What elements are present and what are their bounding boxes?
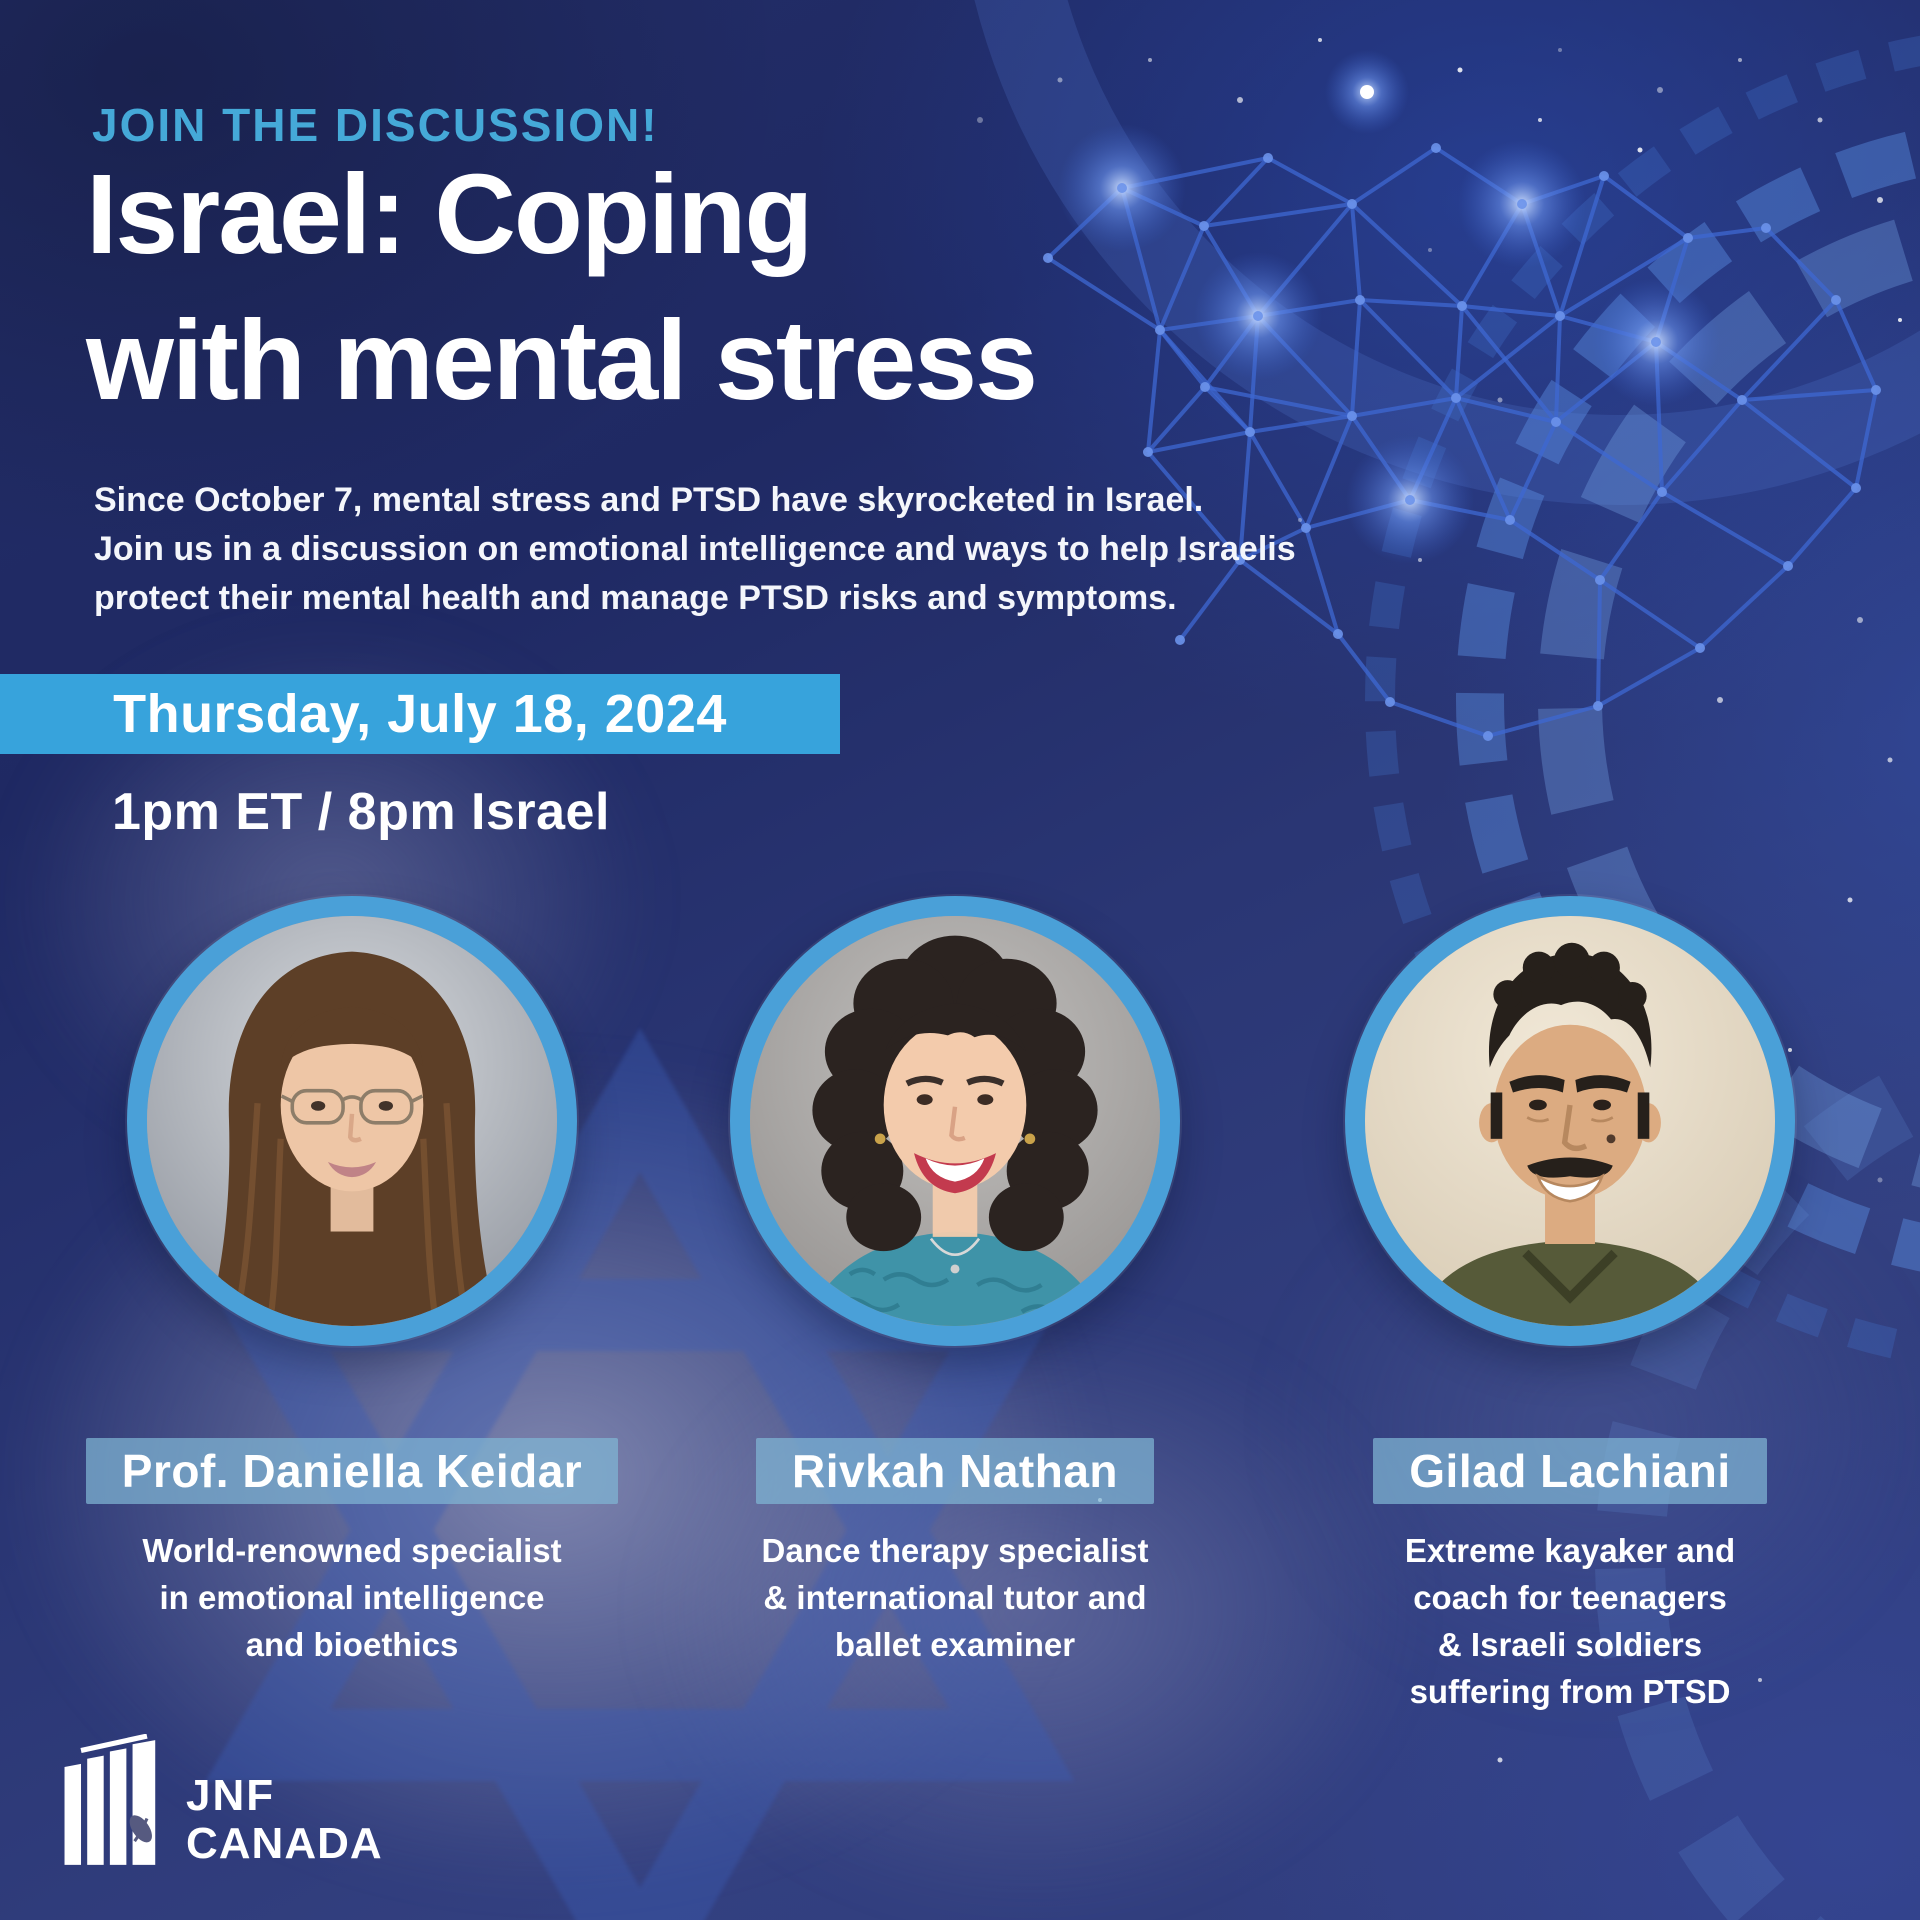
time-text: 1pm ET / 8pm Israel [112, 783, 610, 841]
brain-network-graphic [1043, 124, 1881, 741]
jnf-canada-logo: JNF CANADA [62, 1734, 383, 1868]
star-of-david-watermark [205, 1027, 1075, 1920]
leaf-icon [129, 1815, 152, 1843]
logo-text: JNF CANADA [186, 1774, 383, 1868]
logo-line2: CANADA [186, 1819, 383, 1868]
speaker-avatar [730, 896, 1180, 1346]
speaker-bio: World-renowned specialist in emotional i… [142, 1532, 562, 1663]
avatar-woman-curly-hair [750, 916, 1160, 1326]
tech-ring-graphic [974, 0, 1920, 1920]
avatar-man-mustache [1365, 916, 1775, 1326]
speaker-bio: Dance therapy specialist & international… [761, 1532, 1149, 1663]
date-text: Thursday, July 18, 2024 [113, 684, 727, 744]
avatar-woman-long-hair [147, 916, 557, 1326]
kicker-text: JOIN THE DISCUSSION! [92, 99, 659, 151]
speaker-name: Rivkah Nathan [791, 1445, 1119, 1497]
speaker-name-banner: Rivkah Nathan [755, 1438, 1155, 1504]
bright-star-graphic [1325, 50, 1409, 134]
page-title: Israel: Coping with mental stress [86, 151, 1038, 423]
jnf-bars-leaf-icon [64, 1734, 156, 1865]
date-banner: Thursday, July 18, 2024 [0, 674, 840, 754]
speaker-card: Rivkah Nathan Dance therapy specialist &… [665, 896, 1245, 1669]
speaker-name: Prof. Daniella Keidar [121, 1445, 583, 1497]
speaker-card: Prof. Daniella Keidar World-renowned spe… [62, 896, 642, 1669]
logo-line1: JNF [186, 1771, 276, 1820]
speaker-name-banner: Prof. Daniella Keidar [85, 1438, 619, 1504]
speaker-bio: Extreme kayaker and coach for teenagers … [1404, 1532, 1736, 1710]
speaker-name-banner: Gilad Lachiani [1373, 1438, 1767, 1504]
speaker-avatar [127, 896, 577, 1346]
speaker-card: Gilad Lachiani Extreme kayaker and coach… [1280, 896, 1860, 1715]
intro-paragraph: Since October 7, mental stress and PTSD … [94, 481, 1296, 617]
speaker-name: Gilad Lachiani [1409, 1445, 1731, 1497]
speaker-avatar [1345, 896, 1795, 1346]
